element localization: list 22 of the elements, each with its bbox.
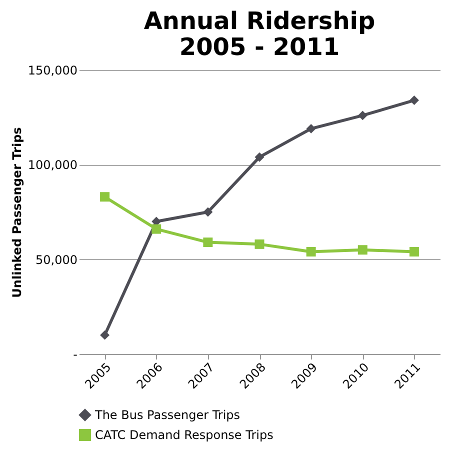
legend-label: The Bus Passenger Trips	[94, 408, 240, 422]
point	[152, 224, 162, 234]
y-tick-label: 100,000	[28, 158, 78, 172]
point	[306, 124, 316, 134]
y-tick-label: -	[73, 348, 78, 362]
text: Annual Ridership	[144, 7, 376, 35]
y-tick-label: 50,000	[36, 252, 78, 267]
text: 2005 - 2011	[179, 33, 340, 61]
y-tick-label: 150,000	[28, 64, 78, 78]
point	[306, 247, 316, 257]
point	[254, 152, 264, 162]
y-axis-title: Unlinked Passenger Trips	[10, 127, 24, 298]
point	[203, 238, 213, 248]
legend-label: CATC Demand Response Trips	[95, 428, 274, 442]
point	[409, 96, 419, 106]
point	[358, 245, 368, 255]
point	[203, 207, 213, 217]
point	[409, 247, 419, 257]
point	[254, 239, 264, 249]
point	[100, 192, 110, 202]
point	[100, 330, 110, 340]
point	[358, 110, 368, 120]
